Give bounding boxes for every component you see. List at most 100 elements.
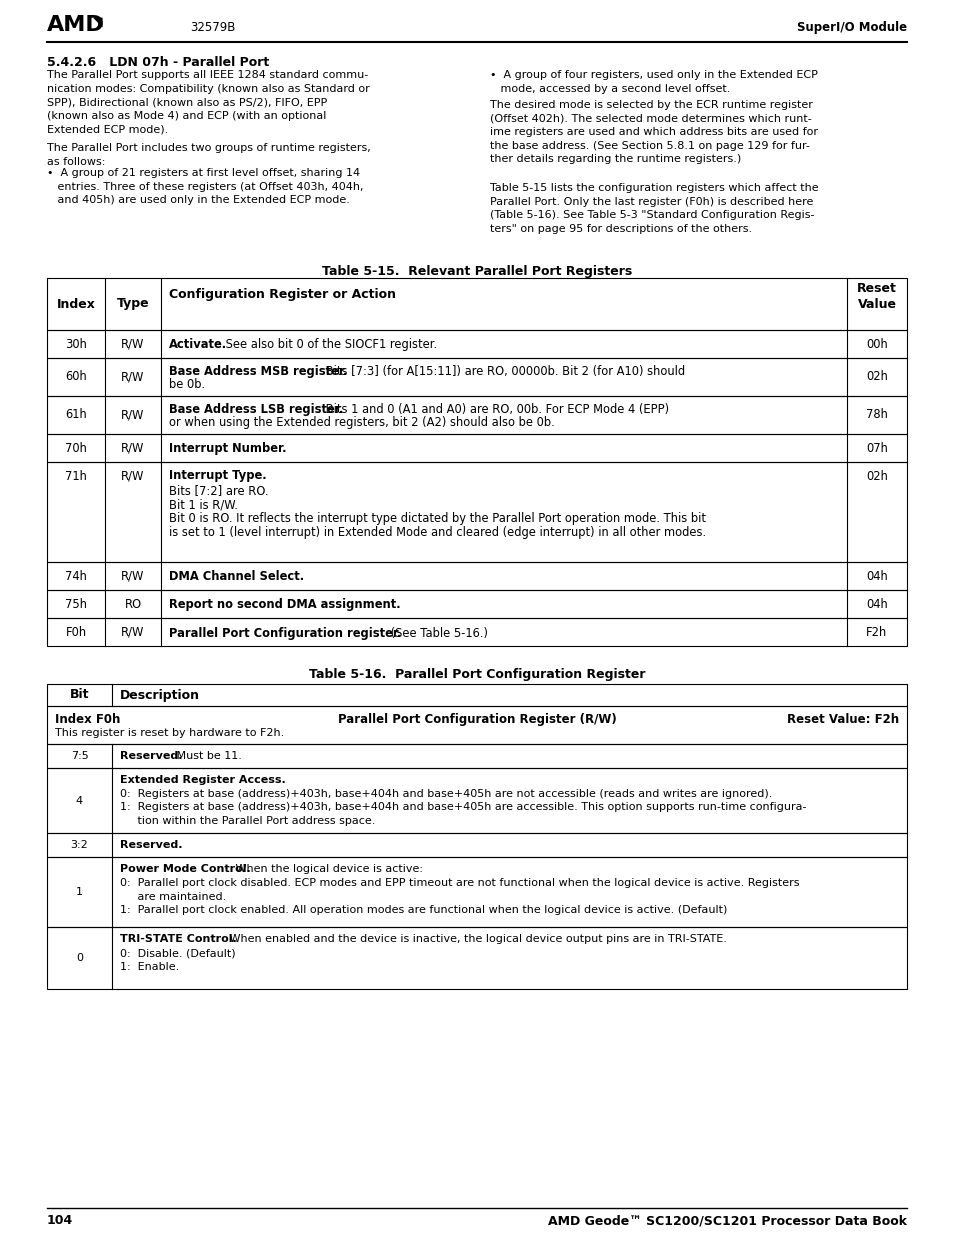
Text: 78h: 78h (865, 409, 887, 421)
Text: Base Address LSB register.: Base Address LSB register. (169, 403, 343, 416)
Text: F2h: F2h (865, 625, 886, 638)
Text: Bit 1 is R/W.: Bit 1 is R/W. (169, 498, 237, 511)
Text: RO: RO (124, 598, 141, 610)
Text: 1:  Parallel port clock enabled. All operation modes are functional when the log: 1: Parallel port clock enabled. All oper… (120, 905, 726, 915)
Bar (47, 462, 906, 562)
Text: The desired mode is selected by the ECR runtime register
(Offset 402h). The sele: The desired mode is selected by the ECR … (490, 100, 817, 164)
Text: Index: Index (56, 298, 95, 310)
Text: R/W: R/W (121, 625, 145, 638)
Text: Extended Register Access.: Extended Register Access. (120, 776, 286, 785)
Bar (47, 857, 906, 927)
Bar (47, 832, 906, 857)
Text: When enabled and the device is inactive, the logical device output pins are in T: When enabled and the device is inactive,… (226, 934, 726, 944)
Text: See also bit 0 of the SIOCF1 register.: See also bit 0 of the SIOCF1 register. (222, 338, 436, 351)
Text: •  A group of four registers, used only in the Extended ECP
   mode, accessed by: • A group of four registers, used only i… (490, 70, 817, 94)
Text: 74h: 74h (65, 569, 87, 583)
Text: R/W: R/W (121, 337, 145, 351)
Text: Bits [7:2] are RO.: Bits [7:2] are RO. (169, 484, 268, 496)
Text: 0:  Parallel port clock disabled. ECP modes and EPP timeout are not functional w: 0: Parallel port clock disabled. ECP mod… (120, 878, 799, 888)
Text: ◥: ◥ (92, 15, 103, 28)
Text: Interrupt Number.: Interrupt Number. (169, 442, 286, 454)
Bar (47, 768, 906, 832)
Text: or when using the Extended registers, bit 2 (A2) should also be 0b.: or when using the Extended registers, bi… (169, 416, 554, 429)
Text: Interrupt Type.: Interrupt Type. (169, 469, 266, 482)
Text: 0: 0 (76, 953, 83, 963)
Text: 75h: 75h (65, 598, 87, 610)
Text: Reserved.: Reserved. (120, 751, 182, 761)
Text: 04h: 04h (865, 598, 887, 610)
Text: 3:2: 3:2 (71, 840, 89, 850)
Text: Power Mode Control.: Power Mode Control. (120, 864, 251, 874)
Bar (47, 618, 906, 646)
Text: 02h: 02h (865, 469, 887, 483)
Text: AMD Geode™ SC1200/SC1201 Processor Data Book: AMD Geode™ SC1200/SC1201 Processor Data … (547, 1214, 906, 1228)
Text: R/W: R/W (121, 469, 145, 483)
Text: 71h: 71h (65, 469, 87, 483)
Text: Configuration Register or Action: Configuration Register or Action (169, 288, 395, 301)
Bar (47, 706, 906, 743)
Bar (47, 590, 906, 618)
Text: 00h: 00h (865, 337, 887, 351)
Text: Base Address MSB register.: Base Address MSB register. (169, 366, 347, 378)
Bar (47, 684, 906, 706)
Bar (47, 278, 906, 330)
Text: Bit 0 is RO. It reflects the interrupt type dictated by the Parallel Port operat: Bit 0 is RO. It reflects the interrupt t… (169, 513, 705, 525)
Bar (47, 562, 906, 590)
Text: tion within the Parallel Port address space.: tion within the Parallel Port address sp… (120, 816, 375, 826)
Text: 04h: 04h (865, 569, 887, 583)
Text: R/W: R/W (121, 569, 145, 583)
Bar (47, 330, 906, 358)
Text: are maintained.: are maintained. (120, 892, 226, 902)
Bar (47, 743, 906, 768)
Text: 32579B: 32579B (190, 21, 235, 35)
Text: 1:  Registers at base (address)+403h, base+404h and base+405h are accessible. Th: 1: Registers at base (address)+403h, bas… (120, 803, 805, 813)
Text: Table 5-15.  Relevant Parallel Port Registers: Table 5-15. Relevant Parallel Port Regis… (321, 266, 632, 278)
Text: Must be 11.: Must be 11. (172, 751, 242, 761)
Text: Description: Description (120, 688, 200, 701)
Text: 07h: 07h (865, 441, 887, 454)
Text: Reset
Value: Reset Value (856, 283, 896, 311)
Text: 1:  Enable.: 1: Enable. (120, 962, 179, 972)
Text: 60h: 60h (65, 370, 87, 384)
Text: Bits [7:3] (for A[15:11]) are RO, 00000b. Bit 2 (for A10) should: Bits [7:3] (for A[15:11]) are RO, 00000b… (322, 366, 685, 378)
Text: R/W: R/W (121, 370, 145, 384)
Text: When the logical device is active:: When the logical device is active: (232, 864, 423, 874)
Bar (47, 396, 906, 433)
Text: TRI-STATE Control.: TRI-STATE Control. (120, 934, 236, 944)
Text: Table 5-16.  Parallel Port Configuration Register: Table 5-16. Parallel Port Configuration … (309, 668, 644, 680)
Text: Index F0h: Index F0h (55, 713, 120, 726)
Text: 0:  Disable. (Default): 0: Disable. (Default) (120, 948, 235, 958)
Text: 5.4.2.6   LDN 07h - Parallel Port: 5.4.2.6 LDN 07h - Parallel Port (47, 56, 269, 69)
Text: 61h: 61h (65, 409, 87, 421)
Text: 0:  Registers at base (address)+403h, base+404h and base+405h are not accessible: 0: Registers at base (address)+403h, bas… (120, 789, 772, 799)
Text: •  A group of 21 registers at first level offset, sharing 14
   entries. Three o: • A group of 21 registers at first level… (47, 168, 363, 205)
Text: 104: 104 (47, 1214, 73, 1228)
Text: 1: 1 (76, 887, 83, 897)
Text: 4: 4 (76, 795, 83, 805)
Text: This register is reset by hardware to F2h.: This register is reset by hardware to F2… (55, 727, 284, 739)
Text: R/W: R/W (121, 409, 145, 421)
Text: Parallel Port Configuration register.: Parallel Port Configuration register. (169, 627, 401, 640)
Text: Table 5-15 lists the configuration registers which affect the
Parallel Port. Onl: Table 5-15 lists the configuration regis… (490, 183, 818, 233)
Text: Reserved.: Reserved. (120, 840, 182, 850)
Text: 70h: 70h (65, 441, 87, 454)
Bar (47, 358, 906, 396)
Text: Reset Value: F2h: Reset Value: F2h (786, 713, 898, 726)
Text: 7:5: 7:5 (71, 751, 89, 761)
Text: The Parallel Port includes two groups of runtime registers,
as follows:: The Parallel Port includes two groups of… (47, 143, 371, 167)
Text: Activate.: Activate. (169, 338, 227, 351)
Bar (47, 927, 906, 989)
Text: The Parallel Port supports all IEEE 1284 standard commu-
nication modes: Compati: The Parallel Port supports all IEEE 1284… (47, 70, 370, 135)
Text: be 0b.: be 0b. (169, 378, 205, 391)
Text: R/W: R/W (121, 441, 145, 454)
Text: DMA Channel Select.: DMA Channel Select. (169, 571, 304, 583)
Text: Report no second DMA assignment.: Report no second DMA assignment. (169, 598, 400, 611)
Text: (See Table 5-16.): (See Table 5-16.) (387, 627, 488, 640)
Text: Bits 1 and 0 (A1 and A0) are RO, 00b. For ECP Mode 4 (EPP): Bits 1 and 0 (A1 and A0) are RO, 00b. Fo… (322, 403, 669, 416)
Text: Parallel Port Configuration Register (R/W): Parallel Port Configuration Register (R/… (337, 713, 616, 726)
Text: Bit: Bit (70, 688, 90, 701)
Text: Type: Type (116, 298, 150, 310)
Text: 30h: 30h (65, 337, 87, 351)
Text: F0h: F0h (66, 625, 87, 638)
Bar (47, 433, 906, 462)
